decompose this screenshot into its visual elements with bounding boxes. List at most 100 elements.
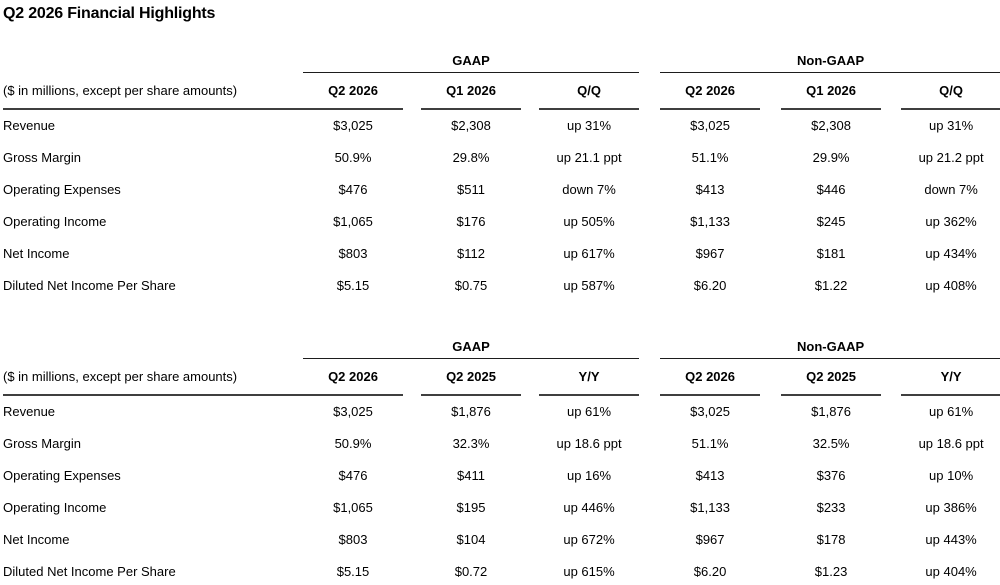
cell-value: $2,308: [811, 118, 851, 133]
column-spacer: [639, 141, 660, 173]
column-spacer: [403, 173, 421, 205]
column-header-3: Q2 2026: [660, 72, 761, 110]
column-spacer: [760, 395, 781, 427]
cell-value: up 362%: [925, 213, 977, 229]
cell-value: $1,065: [333, 213, 373, 229]
financial-highlights-table-qoq: GAAP Non-GAAP ($ in millions, except per s…: [3, 53, 1000, 301]
column-spacer: [881, 395, 901, 427]
cell-value: up 617%: [563, 245, 615, 261]
cell-value: $413: [695, 181, 725, 197]
column-spacer: [639, 427, 660, 459]
column-spacer: [521, 395, 539, 427]
cell-value: $967: [695, 531, 725, 547]
column-spacer: [639, 205, 660, 237]
cell-value: $245: [816, 213, 846, 229]
column-spacer: [521, 459, 539, 491]
column-spacer: [881, 141, 901, 173]
cell-value: $112: [457, 245, 485, 261]
column-header-0: Q2 2026: [303, 72, 403, 110]
table-row: Revenue $3,025 $2,308 up 31% $3,025 $2,308 up …: [3, 109, 1000, 141]
table-row: Operating Expenses $476 $511 down 7% $413 $44…: [3, 173, 1000, 205]
row-label: Gross Margin: [3, 149, 82, 165]
column-spacer: [881, 523, 901, 555]
column-spacer: [760, 269, 781, 301]
cell-value: up 404%: [925, 563, 977, 579]
cell-value: $376: [816, 467, 846, 483]
cell-value: $1,876: [811, 404, 851, 419]
cell-value: down 7%: [924, 181, 978, 197]
column-header-2: Y/Y: [539, 358, 640, 396]
cell-value: 29.8%: [452, 149, 490, 165]
cell-value: $176: [456, 213, 486, 229]
column-header-5: Y/Y: [901, 358, 1000, 396]
group-spacer: [639, 339, 660, 358]
column-spacer: [760, 459, 781, 491]
cell-value: up 408%: [925, 277, 977, 293]
cell-value: up 31%: [929, 118, 974, 133]
cell-value: up 61%: [929, 404, 974, 419]
column-spacer: [639, 72, 660, 109]
column-spacer: [760, 173, 781, 205]
units-note: ($ in millions, except per share amounts…: [3, 72, 303, 110]
column-spacer: [403, 109, 421, 141]
column-spacer: [521, 237, 539, 269]
cell-value: $6.20: [693, 277, 727, 293]
column-spacer: [403, 237, 421, 269]
cell-value: $1,876: [451, 404, 491, 419]
column-header-row: ($ in millions, except per share amounts…: [3, 72, 1000, 110]
group-spacer: [639, 53, 660, 72]
column-spacer: [521, 555, 539, 585]
cell-value: $3,025: [333, 118, 373, 133]
column-spacer: [760, 427, 781, 459]
column-spacer: [521, 358, 539, 395]
group-header-row: GAAP Non-GAAP: [3, 339, 1000, 359]
table-row: Gross Margin 50.9% 29.8% up 21.1 ppt 51.1% 29…: [3, 141, 1000, 173]
cell-value: 32.5%: [812, 435, 850, 451]
column-spacer: [639, 523, 660, 555]
cell-value: $411: [457, 467, 485, 483]
column-spacer: [881, 427, 901, 459]
cell-value: up 386%: [925, 499, 977, 515]
cell-value: $3,025: [690, 118, 730, 133]
table-row: Net Income $803 $104 up 672% $967 $178 up 443%: [3, 523, 1000, 555]
group-header-non-gaap: Non-GAAP: [660, 53, 1000, 73]
column-spacer: [639, 269, 660, 301]
cell-value: up 18.6 ppt: [918, 435, 984, 451]
cell-value: up 31%: [566, 118, 612, 133]
column-spacer: [521, 109, 539, 141]
column-spacer: [881, 491, 901, 523]
column-header-4: Q1 2026: [781, 72, 882, 110]
table-row: Gross Margin 50.9% 32.3% up 18.6 ppt 51.1% 32…: [3, 427, 1000, 459]
column-spacer: [881, 72, 901, 109]
table-row: Diluted Net Income Per Share $5.15 $0.75 up…: [3, 269, 1000, 301]
column-spacer: [760, 205, 781, 237]
cell-value: $967: [695, 245, 725, 261]
cell-value: up 672%: [563, 531, 615, 547]
cell-value: $5.15: [336, 563, 370, 579]
column-spacer: [639, 395, 660, 427]
cell-value: $0.75: [454, 277, 488, 293]
column-spacer: [403, 555, 421, 585]
cell-value: $233: [816, 499, 846, 515]
column-spacer: [639, 109, 660, 141]
cell-value: $476: [338, 467, 368, 483]
table-row: Operating Income $1,065 $195 up 446% $1,133 $…: [3, 491, 1000, 523]
cell-value: $3,025: [333, 404, 373, 419]
cell-value: up 10%: [929, 467, 974, 483]
cell-value: up 615%: [563, 563, 615, 579]
column-spacer: [403, 427, 421, 459]
column-spacer: [760, 523, 781, 555]
cell-value: $195: [456, 499, 486, 515]
column-spacer: [521, 427, 539, 459]
cell-value: $803: [338, 531, 368, 547]
row-label: Net Income: [3, 531, 70, 547]
cell-value: $3,025: [690, 404, 730, 419]
cell-value: up 587%: [563, 277, 615, 293]
column-spacer: [639, 358, 660, 395]
table-row: Revenue $3,025 $1,876 up 61% $3,025 $1,876 up …: [3, 395, 1000, 427]
cell-value: 50.9%: [334, 435, 372, 451]
row-label: Diluted Net Income Per Share: [3, 563, 176, 579]
column-header-4: Q2 2025: [781, 358, 882, 396]
column-header-row: ($ in millions, except per share amounts…: [3, 358, 1000, 396]
cell-value: 51.1%: [691, 149, 729, 165]
